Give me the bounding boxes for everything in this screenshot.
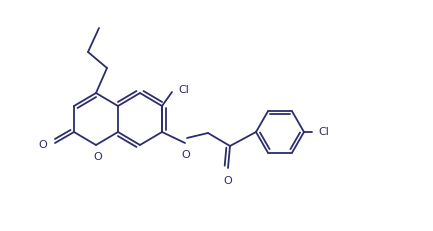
Text: Cl: Cl	[178, 85, 189, 95]
Text: Cl: Cl	[318, 127, 329, 137]
Text: O: O	[38, 140, 47, 150]
Text: O: O	[94, 152, 102, 162]
Text: O: O	[223, 176, 233, 186]
Text: O: O	[181, 150, 191, 160]
